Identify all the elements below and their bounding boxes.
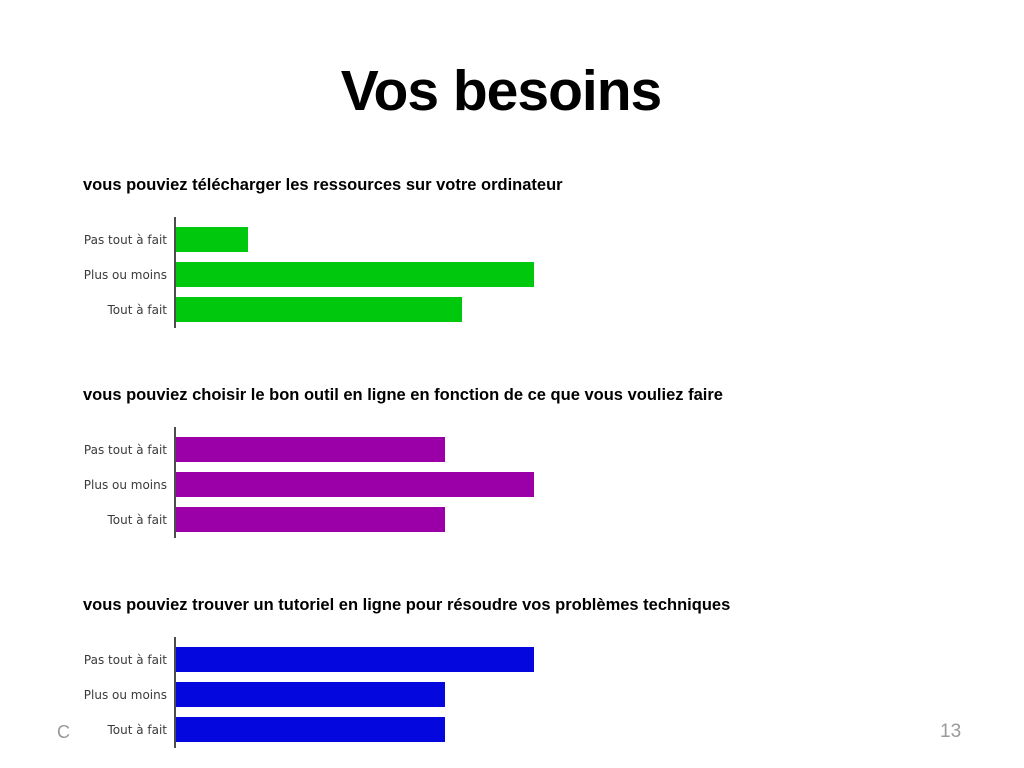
category-label: Plus ou moins (83, 267, 167, 282)
bar (176, 227, 248, 252)
bar (176, 297, 462, 322)
bar (176, 647, 534, 672)
chart-row: Pas tout à fait (60, 227, 1010, 252)
chart-row: Tout à fait (60, 717, 1010, 742)
category-label: Tout à fait (107, 302, 167, 317)
category-label: Pas tout à fait (83, 442, 167, 457)
bar-chart: vous pouviez choisir le bon outil en lig… (60, 386, 1010, 538)
bar-chart: vous pouviez télécharger les ressources … (60, 176, 1010, 328)
footer-left-text: C (57, 722, 70, 742)
category-label: Pas tout à fait (83, 232, 167, 247)
bar (176, 437, 445, 462)
bar-track (176, 472, 534, 497)
category-label: Tout à fait (107, 512, 167, 527)
y-axis-line (174, 637, 176, 748)
chart-row: Plus ou moins (60, 472, 1010, 497)
y-axis-line (174, 427, 176, 538)
chart-row: Pas tout à fait (60, 647, 1010, 672)
bar-track (176, 437, 445, 462)
bar-track (176, 262, 534, 287)
chart-row: Plus ou moins (60, 682, 1010, 707)
page-number: 13 (940, 721, 962, 742)
chart-row: Plus ou moins (60, 262, 1010, 287)
bar-track (176, 227, 248, 252)
chart-row: Pas tout à fait (60, 437, 1010, 462)
category-label: Plus ou moins (83, 477, 167, 492)
chart-row: Tout à fait (60, 507, 1010, 532)
bar-chart: vous pouviez trouver un tutoriel en lign… (60, 596, 1010, 748)
chart-plot: Pas tout à fait Plus ou moins Tout à fait (60, 217, 1010, 328)
bar-track (176, 297, 462, 322)
category-label: Pas tout à fait (83, 652, 167, 667)
bar-track (176, 647, 534, 672)
chart-title: vous pouviez télécharger les ressources … (83, 176, 563, 194)
bar-track (176, 507, 445, 532)
category-label: Tout à fait (107, 722, 167, 737)
chart-title: vous pouviez trouver un tutoriel en lign… (83, 596, 731, 614)
category-label: Plus ou moins (83, 687, 167, 702)
bar (176, 507, 445, 532)
bar (176, 472, 534, 497)
chart-plot: Pas tout à fait Plus ou moins Tout à fait (60, 637, 1010, 748)
bar-track (176, 717, 445, 742)
bar (176, 682, 445, 707)
bar (176, 717, 445, 742)
page-title: Vos besoins (340, 59, 663, 123)
bar (176, 262, 534, 287)
bar-track (176, 682, 445, 707)
chart-row: Tout à fait (60, 297, 1010, 322)
y-axis-line (174, 217, 176, 328)
chart-title: vous pouviez choisir le bon outil en lig… (83, 386, 723, 404)
chart-plot: Pas tout à fait Plus ou moins Tout à fait (60, 427, 1010, 538)
